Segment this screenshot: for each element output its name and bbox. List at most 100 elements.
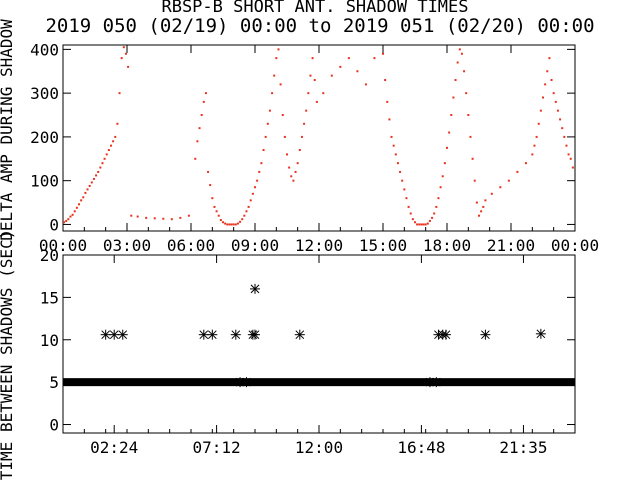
data-point-star [109,329,120,340]
data-point [469,135,472,138]
data-point-star [207,329,218,340]
data-point [411,218,414,221]
data-point [537,122,540,125]
data-point [409,212,412,215]
data-point [399,170,402,173]
data-point [456,61,459,64]
ytick-label: 20 [40,246,59,265]
data-point [75,206,78,209]
data-point [394,153,397,156]
data-point [546,70,549,73]
top-ylabel: DELTA AMP DURING SHADOW [0,19,16,241]
data-point [426,222,429,225]
xtick-label: 06:00 [167,236,215,255]
data-point [290,175,293,178]
bottom-plot-frame [62,254,576,434]
data-point [405,197,408,200]
data-point-star [440,329,451,340]
data-point [482,205,485,208]
data-point [273,74,276,77]
data-point [542,96,544,99]
xtick-label: 12:00 [295,438,343,457]
data-point [247,205,250,208]
data-point [122,46,125,49]
ytick-label: 5 [49,373,59,392]
ytick-label: 15 [40,288,59,307]
data-point [80,199,83,202]
data-point [480,210,483,213]
data-point [390,135,393,138]
data-point [256,179,259,182]
data-point [217,214,220,217]
data-point [258,170,261,173]
data-point [275,57,278,60]
data-point [162,217,165,220]
data-point [465,92,468,95]
xtick-label: 07:12 [193,438,241,457]
data-point [561,127,564,130]
data-point [204,92,207,95]
ytick-label: 100 [30,172,59,191]
data-point [294,170,297,173]
data-point [200,114,203,117]
data-point [524,162,527,165]
data-point [448,131,451,134]
chart-title: RBSP-B SHORT ANT. SHADOW TIMES [161,0,468,17]
xtick-label: 15:00 [359,236,407,255]
data-point [422,223,425,226]
data-point [373,57,376,60]
data-point [443,162,446,165]
data-point [339,65,342,68]
data-point [431,216,434,219]
top-data-points [63,46,574,226]
data-point [283,135,286,138]
xtick-label: 09:00 [231,236,279,255]
data-point [277,48,280,51]
top-panel: 0 100 200 300 400 00:00 03:00 06:00 09:00 12:00 15… [0,19,599,255]
data-point [82,196,85,199]
data-point [63,221,66,224]
data-point [95,174,98,177]
data-point [563,135,566,138]
data-point [136,215,139,218]
data-point [73,210,76,213]
data-point [213,205,216,208]
data-point [330,74,333,77]
data-point [396,162,399,165]
data-point [298,149,301,152]
data-point [230,223,233,226]
data-point [198,127,201,130]
data-point [531,153,534,156]
data-point [554,100,557,103]
data-point [499,186,502,189]
data-point [478,214,480,217]
ytick-label: 400 [30,40,59,59]
data-point [179,216,182,219]
bottom-dense-band [63,378,575,387]
data-point [260,162,263,165]
data-point [450,114,453,117]
data-point [254,186,256,189]
data-point [424,223,427,226]
data-point [78,203,80,206]
data-point [170,218,173,221]
bottom-panel: 0 5 10 15 20 02:24 07:12 12:00 16:48 21:35 TIME B… [0,230,576,480]
data-point [103,157,106,160]
data-point [311,57,314,60]
xtick-label: 00:00 [551,236,599,255]
data-point [559,118,562,121]
data-point [127,65,130,68]
chart-subtitle: 2019 050 (02/19) 00:00 to 2019 051 (02/2… [45,15,594,37]
data-point [262,149,265,152]
data-point [296,162,299,165]
bottom-ylabel: TIME BETWEEN SHADOWS (SEC) [0,230,16,480]
xtick-label: 03:00 [103,236,151,255]
data-point [437,197,440,200]
ytick-label: 0 [49,416,59,435]
data-point [243,214,246,217]
data-point [382,52,384,55]
data-point [347,57,350,60]
data-point [467,114,470,117]
data-point [207,170,210,173]
data-point [88,184,91,187]
